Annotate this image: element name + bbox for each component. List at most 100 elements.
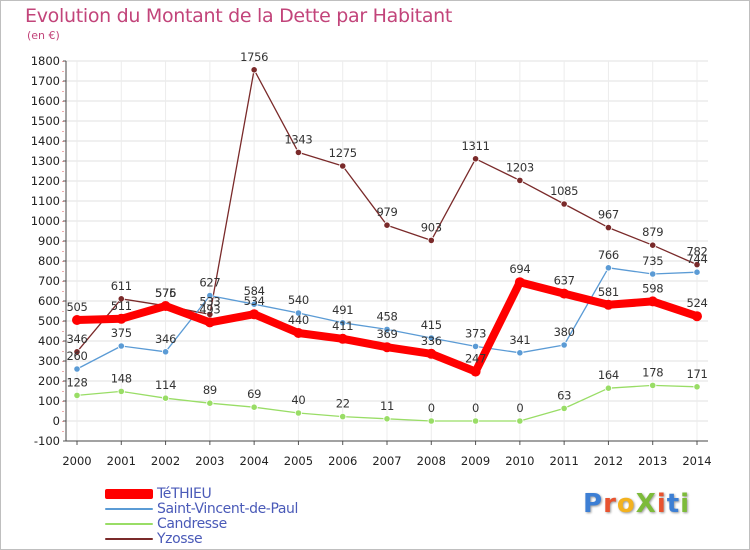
data-label: 694 <box>509 262 530 276</box>
data-label: 1756 <box>240 50 268 64</box>
data-label: 491 <box>332 303 353 317</box>
x-tick-label: 2001 <box>107 454 136 468</box>
x-tick-label: 2004 <box>240 454 269 468</box>
x-tick-label: 2009 <box>461 454 490 468</box>
data-point <box>73 348 81 356</box>
x-tick-label: 2013 <box>638 454 667 468</box>
data-point <box>427 417 435 425</box>
data-point <box>160 301 171 311</box>
y-tick-label: 1300 <box>31 154 60 168</box>
x-tick-label: 2010 <box>505 454 534 468</box>
data-label: 178 <box>642 365 663 379</box>
data-point <box>250 66 258 74</box>
data-point <box>604 264 613 272</box>
data-point <box>560 404 568 412</box>
x-tick-label: 2005 <box>284 454 313 468</box>
data-point <box>339 412 347 421</box>
x-tick-label: 2012 <box>594 454 623 468</box>
legend-item: TéTHIEU <box>105 485 298 502</box>
data-point <box>603 299 614 310</box>
data-label: 493 <box>199 302 220 316</box>
data-label: 247 <box>465 352 486 366</box>
data-label: 1085 <box>550 184 578 198</box>
y-tick-label: 200 <box>38 374 60 388</box>
data-label: 22 <box>336 397 350 411</box>
data-point <box>649 381 657 389</box>
x-tick-label: 2014 <box>682 454 711 468</box>
y-tick-label: 1500 <box>31 114 60 128</box>
data-label: 0 <box>472 401 479 415</box>
data-label: 533 <box>199 294 220 308</box>
data-point <box>471 417 480 425</box>
x-tick-label: 2006 <box>328 454 357 468</box>
legend-swatch <box>105 537 153 540</box>
data-point <box>294 309 303 317</box>
data-label: 458 <box>376 309 397 323</box>
data-point <box>206 399 214 407</box>
data-label: 411 <box>332 319 353 333</box>
y-tick-label: 1000 <box>31 214 60 228</box>
y-tick-label: 900 <box>38 234 60 248</box>
data-label: 114 <box>155 378 176 392</box>
legend-label: TéTHIEU <box>157 485 212 502</box>
data-point <box>161 394 170 402</box>
data-point <box>293 328 304 338</box>
data-label: 373 <box>465 326 486 340</box>
data-label: 534 <box>244 294 265 308</box>
data-point <box>693 260 701 269</box>
y-tick-label: 400 <box>38 334 60 348</box>
data-point <box>116 313 127 324</box>
data-point <box>383 221 391 229</box>
data-label: 627 <box>199 276 220 290</box>
data-point <box>206 291 214 300</box>
data-label: 440 <box>288 313 309 327</box>
legend-label: Yzosse <box>157 530 203 547</box>
data-label: 1343 <box>284 132 312 146</box>
data-label: 260 <box>66 349 87 363</box>
proxiti-logo: ProXiti <box>583 489 690 519</box>
legend-swatch <box>105 522 153 525</box>
data-label: 336 <box>421 334 442 348</box>
data-point <box>294 409 303 417</box>
data-point <box>470 366 481 377</box>
data-point <box>427 334 435 342</box>
x-tick-label: 2008 <box>417 454 446 468</box>
logo-letter: o <box>616 489 636 519</box>
data-point <box>337 333 348 344</box>
y-tick-label: 700 <box>38 274 60 288</box>
data-label: 735 <box>642 254 663 268</box>
data-point <box>117 295 125 303</box>
y-tick-label: 100 <box>38 394 60 408</box>
x-tick-label: 2003 <box>195 454 224 468</box>
data-point <box>604 384 613 392</box>
legend-item: Yzosse <box>105 530 298 547</box>
data-point <box>250 403 258 411</box>
data-label: 524 <box>686 296 707 310</box>
data-point <box>559 288 570 299</box>
data-label: 148 <box>111 371 132 385</box>
data-label: 346 <box>155 332 176 346</box>
y-tick-label: 800 <box>38 254 60 268</box>
data-label: 1203 <box>506 160 534 174</box>
logo-letter: P <box>583 489 604 519</box>
data-label: 540 <box>288 293 309 307</box>
data-label: 637 <box>554 274 575 288</box>
data-label: 341 <box>509 333 530 347</box>
y-tick-label: 600 <box>38 294 60 308</box>
data-label: 63 <box>557 388 571 402</box>
y-tick-label: 1100 <box>31 194 60 208</box>
y-tick-label: 0 <box>53 414 60 428</box>
data-point <box>250 300 258 308</box>
data-point <box>649 270 657 278</box>
data-label: 744 <box>686 252 707 266</box>
data-point <box>73 365 81 373</box>
legend-item: Candresse <box>105 516 298 532</box>
data-label: 346 <box>66 332 87 346</box>
data-point <box>294 148 303 156</box>
legend-item: Saint-Vincent-de-Paul <box>105 501 298 517</box>
data-point <box>604 224 613 232</box>
data-label: 0 <box>428 401 435 415</box>
x-tick-label: 2000 <box>62 454 91 468</box>
